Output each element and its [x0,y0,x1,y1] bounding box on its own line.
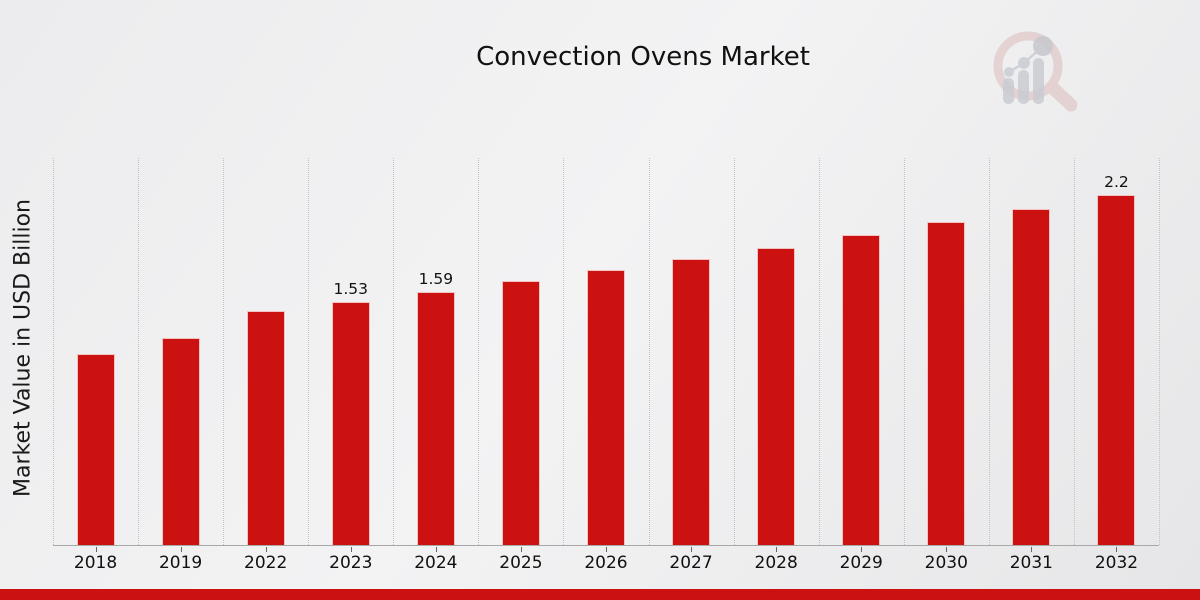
y-axis-label: Market Value in USD Billion [10,198,36,498]
x-axis-tick [776,547,778,552]
bar-2025 [501,280,540,545]
x-tick-label-2030: 2030 [924,553,968,573]
value-label-2023: 1.53 [333,279,369,298]
gridline [903,158,905,545]
bar-2022 [246,311,285,545]
bar-2029 [842,234,881,545]
x-axis-tick [180,547,182,552]
x-tick-label-2024: 2024 [414,553,458,573]
bar-2026 [587,269,625,545]
gridline [308,158,310,545]
gridline [223,158,225,545]
gridline [648,158,650,545]
x-tick-label-2032: 2032 [1094,553,1139,573]
bar-2028 [757,247,796,545]
x-tick-label-2031: 2031 [1009,553,1053,573]
gridline [478,158,480,545]
bar-2031 [1012,209,1051,545]
x-tick-label-2028: 2028 [754,553,798,573]
x-tick-label-2022: 2022 [244,553,288,573]
x-axis-tick [1116,547,1118,552]
x-axis-tick [691,547,693,552]
x-axis-tick [350,547,352,552]
bar-2023 [331,301,370,545]
bar-2018 [76,354,115,545]
gridline [1073,158,1075,545]
x-axis-tick [946,547,948,552]
bar-2030 [927,222,966,545]
bar-2024 [416,292,455,545]
gridline [733,158,735,545]
value-label-2024: 1.59 [418,270,454,289]
value-label-2032: 2.2 [1104,173,1129,192]
x-axis-tick [861,547,863,552]
gridline [138,158,140,545]
bar-2027 [672,258,711,545]
x-axis-tick [265,547,267,552]
gridline [1159,158,1160,545]
chart-title: Convection Ovens Market [476,42,810,72]
x-axis-tick [520,547,522,552]
bar-2032 [1097,195,1136,545]
x-tick-label-2019: 2019 [158,553,203,573]
x-tick-label-2029: 2029 [839,553,883,573]
gridline [818,158,820,545]
x-axis-tick [1031,547,1033,552]
bar-2019 [161,338,200,545]
gridline [988,158,990,545]
gridline [393,158,395,545]
x-tick-label-2023: 2023 [329,553,373,573]
plot-area: 2018 2019 2022 2023 1.53 2024 1.59 2025 2026 2027… [53,158,1160,573]
magnifier-bar-chart-watermark-icon [993,31,1078,112]
x-tick-label-2025: 2025 [499,553,543,573]
x-tick-label-2027: 2027 [669,553,713,573]
footer-accent-bar [0,589,1200,600]
x-axis-tick [435,547,437,552]
x-axis-tick [606,547,607,552]
x-axis-tick [95,547,97,552]
x-tick-label-2018: 2018 [73,553,118,573]
x-tick-label-2026: 2026 [584,553,628,573]
gridline [53,158,54,545]
gridline [563,158,565,545]
